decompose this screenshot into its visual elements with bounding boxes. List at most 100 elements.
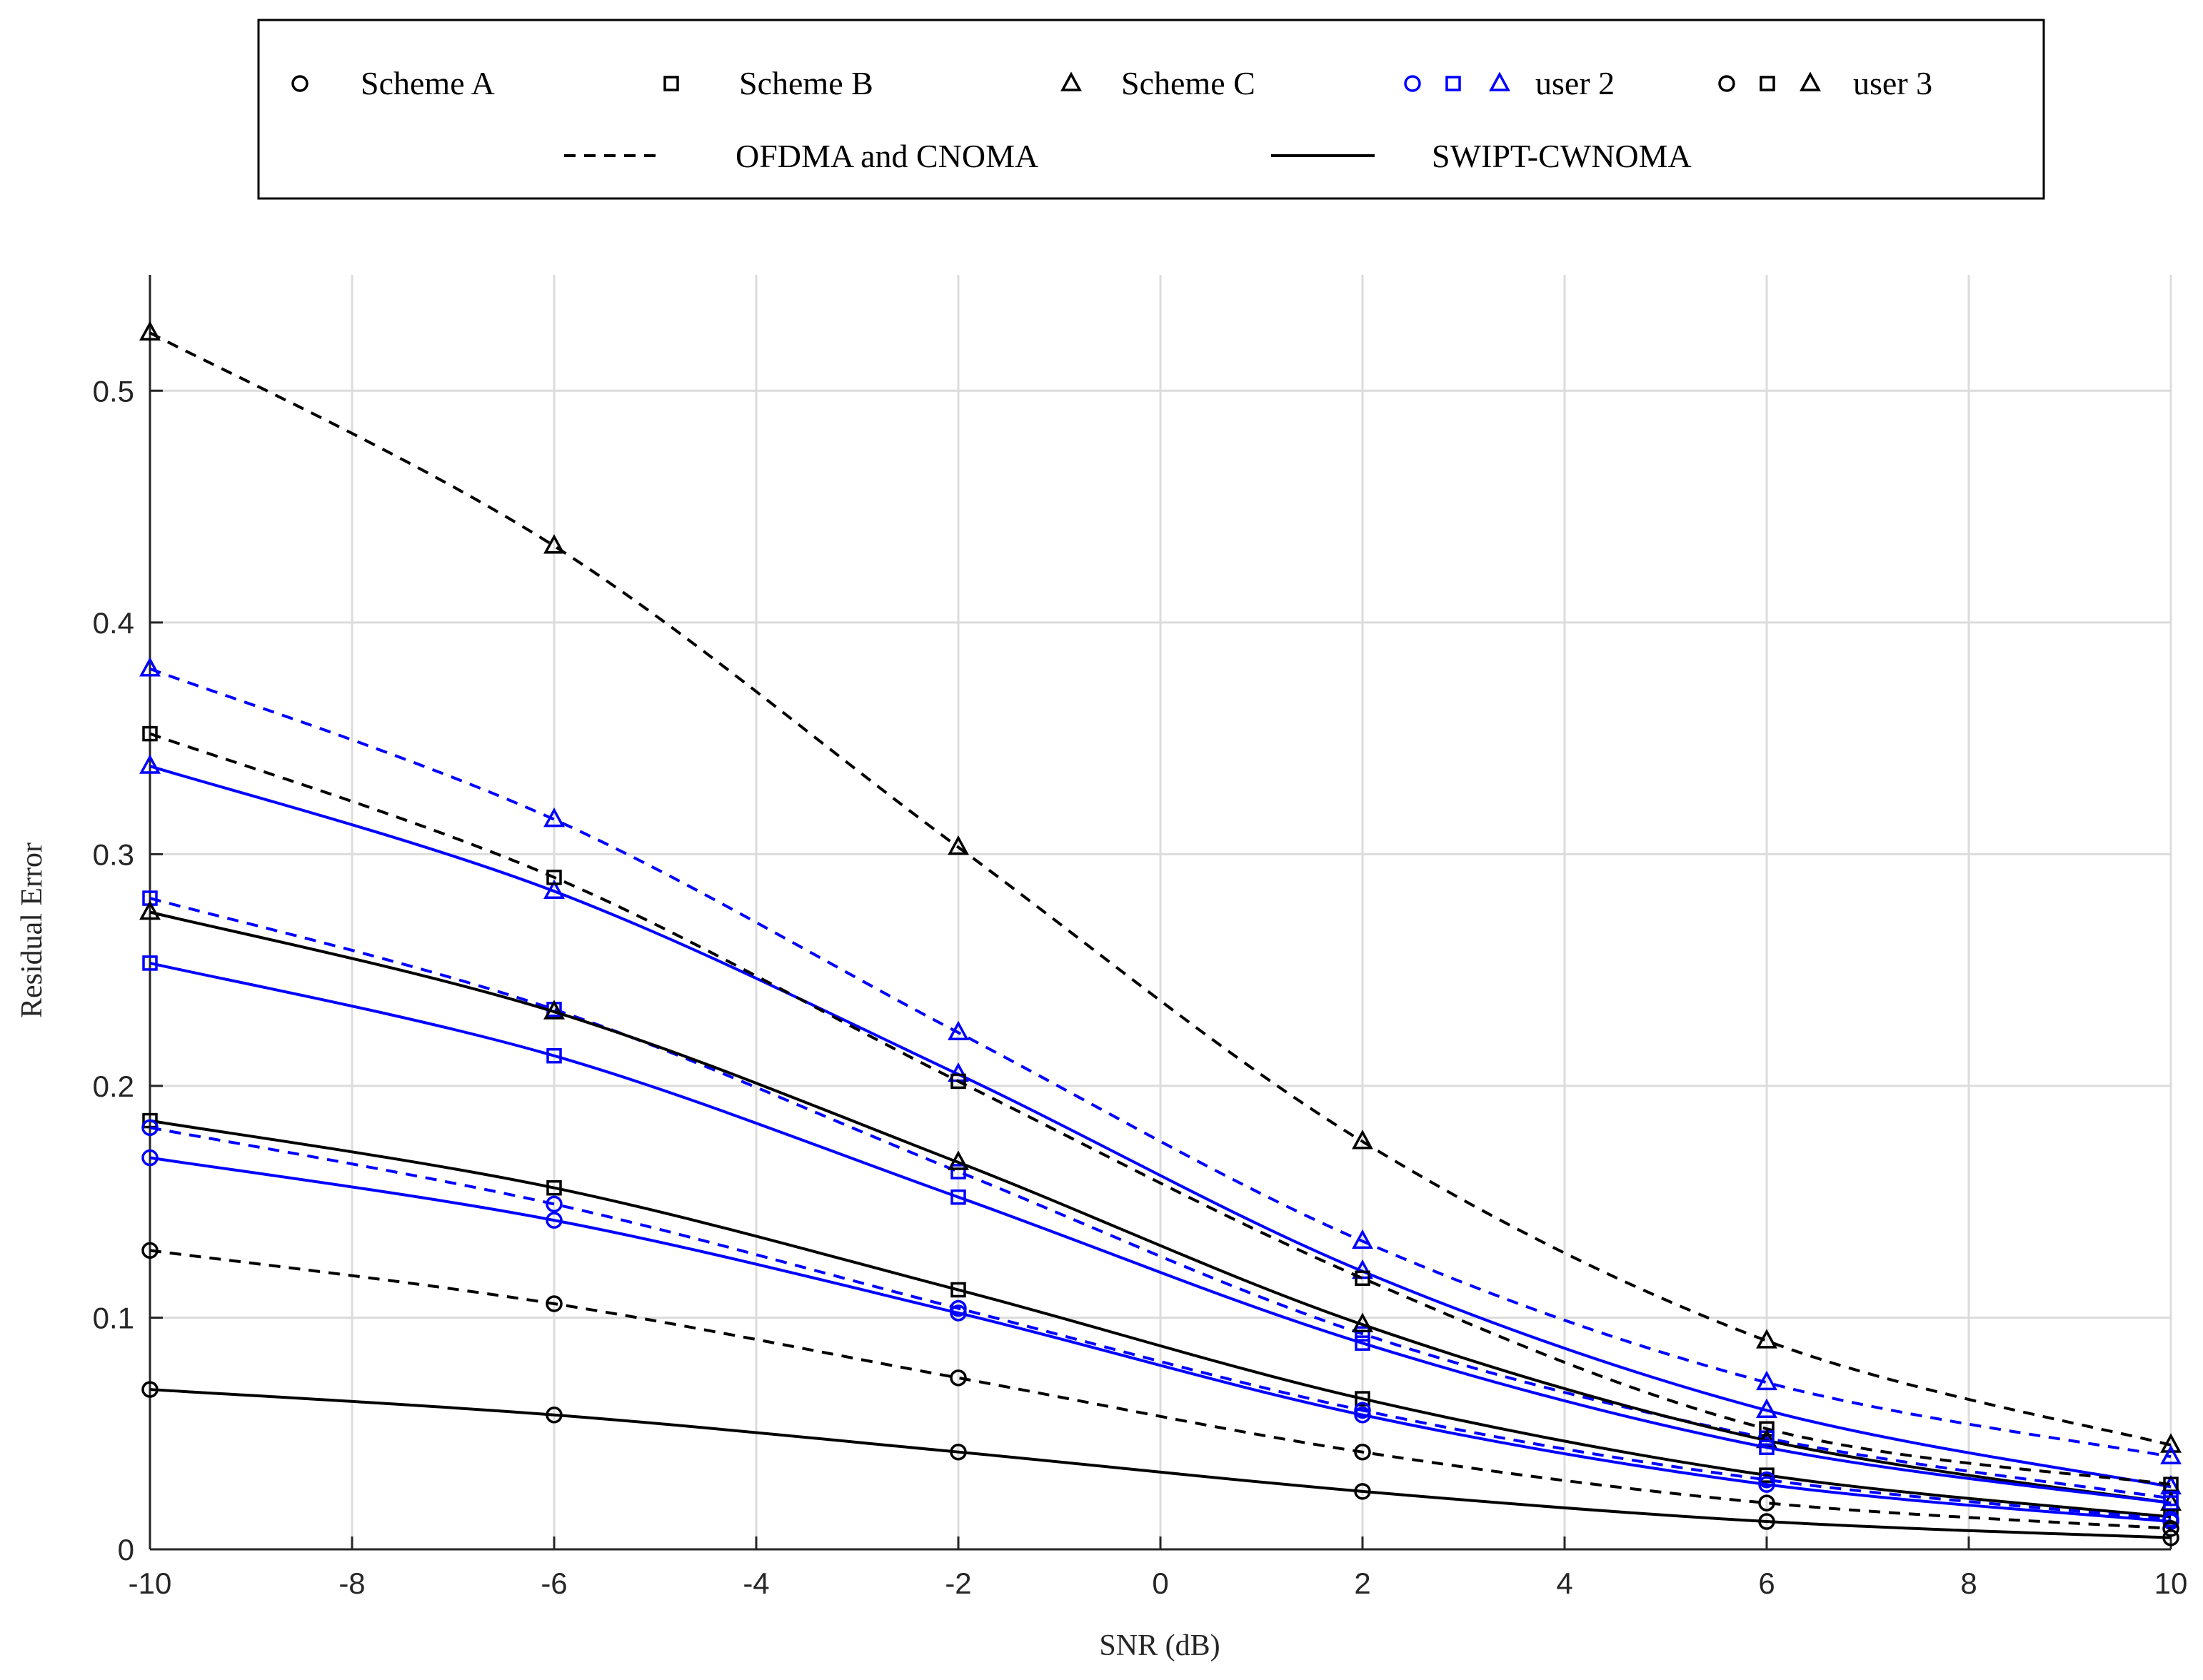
data-point-square [1355, 1270, 1370, 1287]
legend-marker-triangle [1489, 71, 1510, 91]
data-point-circle [2162, 1529, 2179, 1546]
data-point-square [142, 955, 158, 971]
data-point-square [1759, 1439, 1775, 1455]
legend-entry-scheme-c: Scheme C [1060, 65, 1255, 101]
legend-marker-square [1760, 76, 1775, 91]
x-tick-label: 4 [1556, 1566, 1572, 1600]
series-line-user-2-scheme-c-ofdma-and-cnoma [149, 667, 2172, 1459]
legend: Scheme A Scheme B Scheme C user 2 user 3 OFDM… [257, 19, 2045, 200]
data-point-triangle [948, 835, 969, 855]
data-point-circle [950, 1369, 967, 1387]
series-user-2-scheme-c-ofdma-and-cnoma [139, 657, 2182, 1464]
data-point-triangle [948, 1150, 969, 1170]
data-point-circle [141, 1149, 159, 1167]
series-line-user-2-scheme-b-swipt-cwnoma [149, 961, 2172, 1505]
data-point-circle [1354, 1407, 1371, 1424]
tick-labels: -10 -8 -6 -4 -2 0 2 4 6 8 10 0 0.1 0.2 0.3 0.4 0.5 [93, 374, 2188, 1600]
data-point-square [1355, 1335, 1370, 1351]
data-point-circle [1354, 1443, 1371, 1461]
series-user-3-scheme-c-swipt-cwnoma [139, 900, 2182, 1511]
data-point-circle [950, 1304, 967, 1322]
data-point-square [950, 1282, 966, 1298]
y-tick-label: 0.4 [93, 606, 134, 640]
x-tick-label: -4 [743, 1566, 769, 1600]
y-tick-label: 0.1 [93, 1301, 134, 1334]
data-point-triangle [1352, 1259, 1373, 1279]
x-tick-label: -10 [129, 1566, 172, 1600]
series-layer [139, 321, 2182, 1546]
series-user-2-scheme-a-ofdma-and-cnoma [141, 1119, 2179, 1528]
legend-marker-square [663, 76, 679, 91]
data-point-circle [1758, 1476, 1775, 1493]
data-point-circle [1758, 1513, 1775, 1530]
legend-entry-scheme-b: Scheme B [663, 65, 873, 101]
series-line-user-3-scheme-b-ofdma-and-cnoma [149, 732, 2172, 1487]
legend-label: Scheme A [361, 65, 495, 101]
data-point-triangle [543, 808, 565, 828]
data-point-square [1355, 1391, 1370, 1407]
data-point-circle [141, 1119, 159, 1137]
series-user-3-scheme-a-swipt-cwnoma [141, 1381, 2179, 1546]
legend-box [257, 19, 2045, 200]
data-point-circle [2162, 1520, 2179, 1537]
legend-marker-circle [291, 75, 308, 92]
data-point-circle [1354, 1483, 1371, 1500]
x-tick-label: 2 [1354, 1566, 1370, 1600]
data-point-circle [1354, 1402, 1371, 1419]
data-point-circle [950, 1299, 967, 1317]
series-user-3-scheme-a-ofdma-and-cnoma [141, 1242, 2179, 1537]
x-tick-label: 8 [1960, 1566, 1977, 1600]
legend-marker-circle [1404, 75, 1421, 92]
data-point-triangle [1756, 1370, 1777, 1391]
x-axis-label: SNR (dB) [1099, 1629, 1220, 1662]
series-line-user-3-scheme-b-swipt-cwnoma [149, 1119, 2172, 1519]
data-point-triangle [1352, 1229, 1373, 1249]
data-point-square [142, 725, 158, 742]
series-user-3-scheme-c-ofdma-and-cnoma [139, 321, 2182, 1453]
plot-area: -10 -8 -6 -4 -2 0 2 4 6 8 10 0 0.1 0.2 0.3 0.4 0.5 [93, 275, 2188, 1600]
x-tick-label: 6 [1758, 1566, 1775, 1600]
data-point-circle [1758, 1494, 1775, 1512]
data-point-triangle [543, 879, 565, 900]
legend-entry-ofdma-and-cnoma: OFDMA and CNOMA [564, 138, 1038, 174]
series-line-user-2-scheme-a-swipt-cwnoma [149, 1156, 2172, 1524]
x-tick-label: -6 [541, 1566, 567, 1600]
data-point-square [142, 1112, 158, 1129]
series-line-user-3-scheme-c-ofdma-and-cnoma [149, 331, 2172, 1447]
data-point-triangle [139, 900, 161, 920]
data-point-circle [546, 1195, 563, 1213]
data-point-square [1355, 1326, 1370, 1342]
data-point-triangle [1756, 1329, 1777, 1349]
data-point-triangle [139, 754, 161, 774]
data-point-triangle [139, 321, 161, 341]
data-point-circle [1758, 1471, 1775, 1489]
legend-label: user 2 [1535, 65, 1615, 101]
series-line-user-3-scheme-c-swipt-cwnoma [149, 910, 2172, 1505]
data-point-triangle [543, 534, 565, 554]
legend-label: Scheme C [1121, 65, 1255, 101]
series-line-user-3-scheme-a-swipt-cwnoma [149, 1388, 2172, 1539]
data-point-square [1759, 1421, 1775, 1437]
legend-entry-user-2: user 2 [1404, 65, 1615, 101]
x-tick-label: -2 [945, 1566, 971, 1600]
series-line-user-2-scheme-c-swipt-cwnoma [149, 765, 2172, 1489]
series-line-user-2-scheme-b-ofdma-and-cnoma [149, 897, 2172, 1500]
legend-entry-swipt-cwnoma: SWIPT-CWNOMA [1271, 138, 1692, 174]
data-point-triangle [2160, 1433, 2182, 1453]
legend-entry-scheme-a: Scheme A [291, 65, 495, 101]
data-point-circle [2162, 1513, 2179, 1530]
data-point-circle [546, 1407, 563, 1424]
series-line-user-3-scheme-a-ofdma-and-cnoma [149, 1249, 2172, 1530]
data-point-triangle [1352, 1130, 1373, 1150]
series-user-2-scheme-b-swipt-cwnoma [142, 955, 2179, 1511]
data-point-triangle [948, 1020, 969, 1041]
legend-label: Scheme B [739, 65, 873, 101]
data-point-square [950, 1189, 966, 1205]
legend-label: OFDMA and CNOMA [736, 138, 1038, 174]
legend-items: Scheme A Scheme B Scheme C user 2 user 3 OFDM… [291, 65, 1932, 174]
data-point-square [546, 870, 562, 885]
data-point-triangle [139, 657, 161, 677]
data-point-circle [141, 1381, 159, 1398]
